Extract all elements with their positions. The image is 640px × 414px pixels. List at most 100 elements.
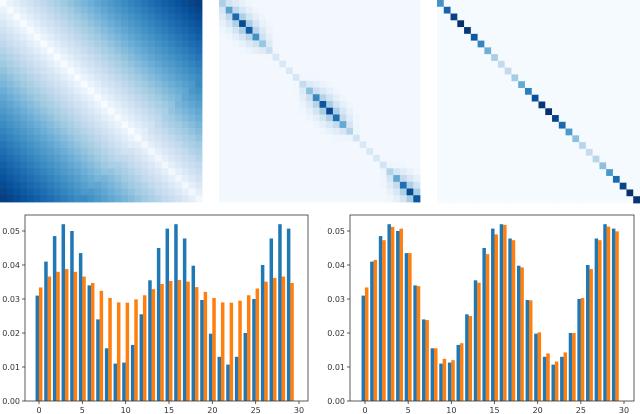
heatmap-cell: [470, 54, 478, 62]
heatmap-cell: [606, 189, 614, 197]
y-tick-label: 0.05: [2, 227, 20, 236]
heatmap-cell: [154, 175, 162, 183]
heatmap-cell: [626, 196, 634, 204]
heatmap-cell: [450, 94, 458, 102]
heatmap-cell: [175, 101, 183, 109]
heatmap-cell: [319, 121, 327, 129]
bar-orange: [494, 234, 498, 401]
heatmap-cell: [279, 33, 287, 41]
heatmap-cell: [437, 74, 445, 82]
heatmap-cell: [148, 80, 156, 88]
heatmap-cell: [188, 6, 196, 14]
heatmap-cell: [413, 53, 421, 61]
heatmap-cell: [326, 141, 334, 149]
heatmap-cell: [531, 20, 539, 28]
heatmap-cell: [585, 94, 594, 102]
heatmap-cell: [470, 121, 478, 129]
heatmap-cell: [518, 135, 526, 143]
heatmap-cell: [53, 87, 61, 95]
heatmap-cell: [232, 67, 240, 75]
x-tick-label: 30: [619, 406, 629, 414]
heatmap-cell: [53, 47, 61, 55]
heatmap-cell: [366, 47, 374, 55]
heatmap-cell: [60, 60, 68, 68]
heatmap-cell: [366, 33, 374, 41]
heatmap-cell: [154, 181, 162, 189]
bar-blue: [234, 356, 239, 401]
heatmap-cell: [245, 33, 253, 41]
heatmap-cell: [67, 107, 75, 115]
heatmap-cell: [312, 0, 320, 8]
heatmap-cell: [538, 169, 546, 177]
heatmap-cell: [497, 101, 506, 109]
heatmap-cell: [279, 134, 287, 142]
heatmap-cell: [181, 134, 189, 142]
heatmap-cell: [552, 13, 560, 21]
heatmap-cell: [393, 0, 401, 8]
heatmap-cell: [279, 20, 287, 28]
heatmap-cell: [592, 182, 600, 190]
heatmap-cell: [60, 127, 68, 136]
heatmap-cell: [252, 20, 260, 28]
heatmap-cell: [87, 127, 95, 136]
heatmap-cell: [286, 94, 294, 102]
heatmap-cell: [168, 161, 176, 169]
heatmap-cell: [60, 20, 68, 28]
heatmap-cell: [312, 94, 320, 102]
heatmap-cell: [572, 13, 580, 21]
heatmap-cell: [154, 127, 162, 136]
heatmap-cell: [538, 182, 546, 190]
heatmap-cell: [148, 101, 156, 109]
heatmap-cell: [225, 6, 233, 14]
heatmap-cell: [127, 67, 136, 75]
heatmap-cell: [612, 148, 621, 157]
heatmap-cell: [477, 47, 485, 55]
heatmap-cell: [127, 168, 136, 176]
heatmap-cell: [413, 67, 421, 75]
heatmap-cell: [558, 108, 566, 116]
heatmap-cell: [154, 40, 162, 48]
heatmap-cell: [592, 33, 600, 41]
heatmap-cell: [252, 121, 260, 129]
heatmap-cell: [232, 60, 240, 68]
heatmap-cell: [60, 148, 68, 156]
heatmap-cell: [353, 26, 361, 35]
heatmap-cell: [497, 74, 506, 82]
heatmap-cell: [53, 161, 61, 169]
heatmap-cell: [306, 188, 314, 196]
heatmap-cell: [74, 26, 82, 35]
heatmap-cell: [232, 175, 240, 183]
heatmap-cell: [74, 154, 82, 162]
heatmap-cell: [0, 0, 8, 8]
heatmap-cell: [379, 40, 387, 48]
heatmap-cell: [379, 161, 387, 169]
heatmap-cell: [127, 101, 136, 109]
heatmap-cell: [134, 74, 142, 82]
heatmap-cell: [470, 148, 478, 157]
heatmap-cell: [47, 154, 55, 162]
heatmap-cell: [53, 6, 61, 14]
heatmap-cell: [121, 161, 129, 169]
heatmap-cell: [606, 54, 614, 62]
heatmap-cell: [457, 101, 465, 109]
heatmap-cell: [619, 67, 627, 75]
heatmap-cell: [225, 26, 233, 35]
heatmap-cell: [531, 121, 539, 129]
heatmap-cell: [346, 107, 354, 115]
heatmap-cell: [134, 67, 142, 75]
heatmap-cell: [13, 114, 21, 122]
bar-blue: [586, 265, 590, 401]
heatmap-cell: [437, 6, 445, 14]
heatmap-cell: [299, 107, 307, 115]
bar-blue: [139, 314, 144, 401]
heatmap-cell: [67, 26, 75, 35]
heatmap-cell: [13, 40, 21, 48]
heatmap-cell: [606, 67, 614, 75]
heatmap-cell: [225, 40, 233, 48]
heatmap-cell: [188, 148, 196, 156]
heatmap-cell: [332, 141, 340, 149]
heatmap-cell: [279, 161, 287, 169]
heatmap-cell: [346, 0, 354, 8]
heatmap-cell: [592, 175, 600, 184]
heatmap-cell: [406, 127, 414, 136]
